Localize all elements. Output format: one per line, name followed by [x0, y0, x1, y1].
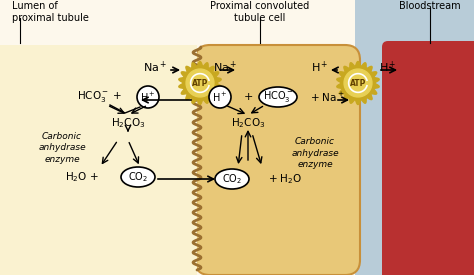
Text: +: +	[243, 92, 253, 102]
Circle shape	[137, 86, 159, 108]
Text: H$_2$O +: H$_2$O +	[65, 170, 99, 184]
Text: H$^+$: H$^+$	[311, 59, 329, 75]
Text: H$^+$: H$^+$	[140, 90, 156, 104]
Text: + H$_2$O: + H$_2$O	[268, 172, 302, 186]
Bar	[0, 45, 197, 275]
Text: + Na$^+$: + Na$^+$	[310, 90, 345, 104]
Bar	[0, 45, 195, 275]
Text: CO$_2$: CO$_2$	[222, 172, 242, 186]
Text: HCO$_3^-$ +: HCO$_3^-$ +	[77, 89, 123, 104]
Text: Proximal convoluted
tubule cell: Proximal convoluted tubule cell	[210, 1, 310, 23]
Text: Na$^+$: Na$^+$	[213, 59, 237, 75]
Text: ATP: ATP	[350, 78, 366, 87]
Ellipse shape	[259, 87, 297, 107]
Text: H$_2$CO$_3$: H$_2$CO$_3$	[231, 116, 265, 130]
Text: Bloodstream: Bloodstream	[399, 1, 461, 11]
Text: Na$^+$: Na$^+$	[143, 59, 167, 75]
Text: CO$_2$: CO$_2$	[128, 170, 148, 184]
FancyBboxPatch shape	[382, 41, 474, 275]
Text: HCO$_3^-$: HCO$_3^-$	[263, 89, 293, 104]
Circle shape	[186, 69, 214, 97]
Circle shape	[209, 86, 231, 108]
Text: Lumen of
proximal tubule: Lumen of proximal tubule	[12, 1, 89, 23]
Polygon shape	[179, 62, 221, 104]
Text: Carbonic
anhydrase
enzyme: Carbonic anhydrase enzyme	[291, 137, 339, 169]
Ellipse shape	[215, 169, 249, 189]
Text: H$_2$CO$_3$: H$_2$CO$_3$	[111, 116, 145, 130]
Ellipse shape	[121, 167, 155, 187]
Circle shape	[344, 69, 372, 97]
Text: H$^+$: H$^+$	[379, 59, 397, 75]
Polygon shape	[337, 62, 379, 104]
Text: ATP: ATP	[192, 78, 208, 87]
Bar	[355, 0, 474, 275]
FancyBboxPatch shape	[195, 45, 360, 275]
Text: H$^+$: H$^+$	[212, 90, 228, 104]
Text: Carbonic
anhydrase
enzyme: Carbonic anhydrase enzyme	[38, 132, 86, 164]
